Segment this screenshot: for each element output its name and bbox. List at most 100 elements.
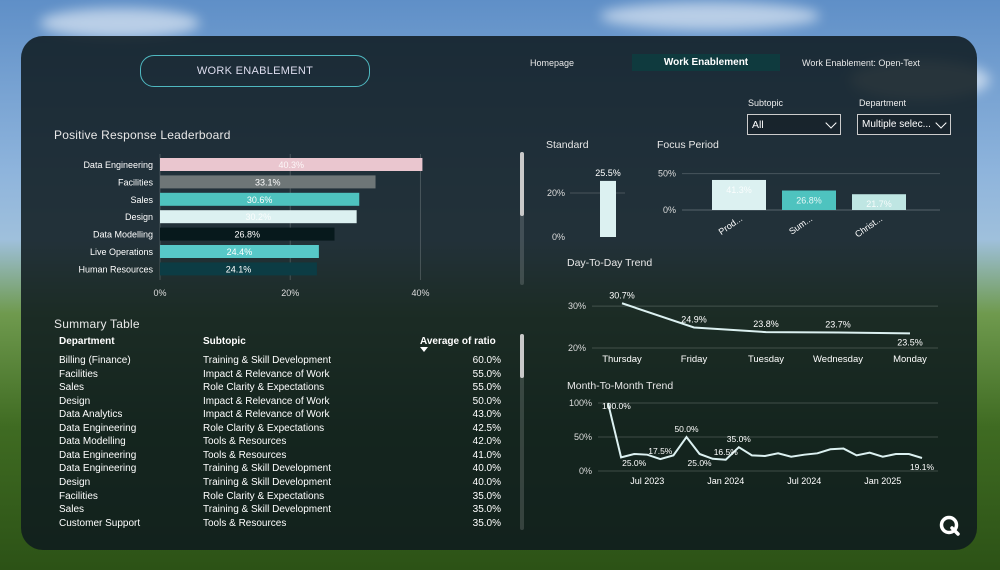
- x-tick-label: Prod...: [717, 213, 744, 236]
- bar: [160, 262, 317, 276]
- y-tick-label: 0%: [552, 232, 565, 242]
- x-tick-label: Jul 2023: [630, 476, 664, 486]
- cell-average-of-ratio: 42.5%: [472, 422, 501, 434]
- data-label: 40.3%: [278, 160, 304, 170]
- subtopic-filter-label: Subtopic: [748, 98, 784, 108]
- y-tick-label: 100%: [569, 398, 592, 408]
- bar: [160, 210, 357, 224]
- trend-line: [607, 402, 923, 461]
- y-tick-label: 20%: [547, 188, 565, 198]
- y-tick-label: 20%: [568, 343, 586, 353]
- cell-department: Facilities: [59, 490, 98, 502]
- cell-average-of-ratio: 35.0%: [472, 504, 501, 516]
- data-label: 25.0%: [622, 458, 647, 468]
- bar: [600, 180, 616, 237]
- month-trend-chart: 100%50%0%100.0%25.0%17.5%50.0%25.0%16.5%…: [569, 398, 938, 486]
- cloud: [40, 8, 200, 38]
- department-dropdown[interactable]: Multiple selec...: [857, 114, 951, 135]
- cell-department: Design: [59, 476, 91, 488]
- y-tick-label: 50%: [658, 169, 676, 179]
- data-label: 30.2%: [246, 212, 272, 222]
- data-label: 25.0%: [688, 458, 713, 468]
- cell-average-of-ratio: 55.0%: [472, 368, 501, 380]
- cell-department: Data Engineering: [59, 422, 137, 434]
- q-logo-icon: [939, 515, 960, 536]
- x-tick-label: 20%: [281, 288, 299, 298]
- bar: [782, 190, 836, 210]
- cell-subtopic: Tools & Resources: [203, 436, 287, 448]
- summary-scroll-thumb[interactable]: [520, 334, 524, 378]
- x-tick-label: Christ...: [853, 213, 884, 239]
- cell-subtopic: Training & Skill Development: [203, 476, 332, 488]
- cell-department: Data Engineering: [59, 449, 137, 461]
- y-tick-label: 0%: [663, 205, 676, 215]
- cell-subtopic: Role Clarity & Expectations: [203, 382, 325, 394]
- cell-department: Data Analytics: [59, 409, 123, 421]
- sort-desc-icon[interactable]: [420, 347, 428, 353]
- department-dropdown-value: Multiple selec...: [862, 119, 931, 130]
- cell-subtopic: Tools & Resources: [203, 449, 287, 461]
- cell-department: Billing (Finance): [59, 355, 131, 366]
- column-header-subtopic[interactable]: Subtopic: [203, 336, 246, 347]
- leaderboard-title: Positive Response Leaderboard: [54, 128, 231, 142]
- dashboard-panel: [21, 36, 977, 550]
- x-tick-label: Monday: [893, 354, 927, 365]
- x-tick-label: Wednesday: [813, 354, 863, 365]
- nav-homepage[interactable]: Homepage: [529, 57, 575, 68]
- cell-average-of-ratio: 55.0%: [472, 382, 501, 394]
- category-label: Human Resources: [78, 264, 153, 274]
- leaderboard-scroll-thumb[interactable]: [520, 152, 524, 216]
- bar: [712, 179, 766, 210]
- category-label: Data Engineering: [83, 160, 153, 170]
- cell-average-of-ratio: 41.0%: [472, 449, 501, 461]
- y-tick-label: 30%: [568, 301, 586, 311]
- cell-average-of-ratio: 35.0%: [472, 490, 501, 502]
- x-tick-label: Sum...: [787, 213, 814, 236]
- cell-average-of-ratio: 40.0%: [472, 463, 501, 475]
- y-tick-label: 0%: [579, 466, 592, 476]
- summary-scrollbar[interactable]: [520, 334, 524, 530]
- standard-chart: 20% 0% 25.5%: [547, 168, 625, 242]
- cell-subtopic: Training & Skill Development: [203, 463, 332, 475]
- x-tick-label: 40%: [411, 288, 429, 298]
- page-title: WORK ENABLEMENT: [140, 55, 370, 87]
- data-label: 41.3%: [726, 185, 752, 195]
- x-tick-label: Jan 2025: [864, 476, 901, 486]
- cell-subtopic: Training & Skill Development: [203, 355, 332, 366]
- leaderboard-scrollbar[interactable]: [520, 152, 524, 285]
- summary-table-title: Summary Table: [54, 317, 140, 331]
- focus-period-title: Focus Period: [657, 139, 719, 151]
- category-label: Live Operations: [90, 247, 154, 257]
- month-trend-title: Month-To-Month Trend: [567, 380, 674, 392]
- cell-department: Sales: [59, 382, 85, 394]
- data-label: 23.7%: [825, 320, 851, 330]
- data-label: 17.5%: [648, 446, 673, 456]
- cell-subtopic: Impact & Relevance of Work: [203, 368, 330, 380]
- data-label: 24.4%: [227, 247, 253, 257]
- bar: [160, 227, 335, 241]
- category-label: Sales: [130, 195, 153, 205]
- data-label: 19.1%: [910, 462, 935, 472]
- chevron-down-icon: [935, 116, 947, 129]
- cloud: [600, 2, 820, 30]
- data-label: 25.5%: [595, 168, 621, 178]
- cell-average-of-ratio: 50.0%: [472, 395, 501, 407]
- day-trend-chart: 30% 20% 30.7% Thursday 24.9% Friday 23.8% Tuesd…: [568, 290, 938, 365]
- data-label: 23.5%: [897, 337, 923, 347]
- data-label: 24.1%: [226, 264, 252, 274]
- focus-period-chart: 50% 0% 41.3% Prod... 26.8% Sum... 21.7% Christ.…: [658, 169, 940, 239]
- data-label: 100.0%: [602, 401, 631, 411]
- column-header-average-of-ratio[interactable]: Average of ratio: [420, 336, 496, 347]
- column-header-department[interactable]: Department: [59, 336, 115, 347]
- standard-title: Standard: [546, 139, 589, 151]
- bar: [160, 158, 423, 171]
- subtopic-dropdown[interactable]: All: [747, 114, 841, 135]
- cell-subtopic: Impact & Relevance of Work: [203, 409, 330, 421]
- nav-work-enablement[interactable]: Work Enablement: [632, 54, 780, 71]
- bar: [160, 245, 319, 258]
- trend-line: [621, 302, 911, 335]
- nav-work-enablement-open-text[interactable]: Work Enablement: Open-Text: [802, 57, 920, 68]
- cell-department: Data Engineering: [59, 463, 137, 475]
- data-label: 16.5%: [714, 447, 739, 457]
- cell-department: Facilities: [59, 368, 98, 380]
